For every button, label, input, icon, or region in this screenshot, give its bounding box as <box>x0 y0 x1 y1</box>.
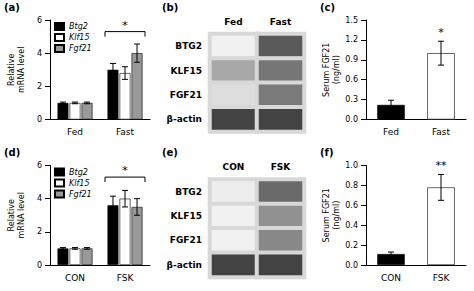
svg-text:KLF15: KLF15 <box>171 211 202 221</box>
svg-text:(b): (b) <box>162 2 178 13</box>
svg-text:BTG2: BTG2 <box>175 187 202 197</box>
svg-text:0: 0 <box>37 115 42 124</box>
svg-text:1.0: 1.0 <box>345 161 358 170</box>
svg-text:*: * <box>438 26 444 39</box>
svg-text:*: * <box>122 164 128 177</box>
svg-text:FGF21: FGF21 <box>170 235 202 245</box>
svg-text:4: 4 <box>37 49 42 58</box>
svg-text:Relative: Relative <box>7 54 16 86</box>
svg-text:Btg2: Btg2 <box>69 22 88 31</box>
svg-text:Fast: Fast <box>270 17 292 27</box>
svg-text:Btg2: Btg2 <box>69 168 88 177</box>
svg-text:2: 2 <box>37 227 42 236</box>
svg-text:(ng/ml): (ng/ml) <box>332 55 341 84</box>
svg-text:1.5: 1.5 <box>345 16 358 25</box>
svg-text:0.2: 0.2 <box>345 241 358 250</box>
svg-text:Serum FGF21: Serum FGF21 <box>322 43 331 97</box>
svg-text:mRNA level: mRNA level <box>17 47 26 93</box>
svg-text:mRNA level: mRNA level <box>17 192 26 238</box>
svg-text:(f): (f) <box>320 147 334 158</box>
svg-text:Fast: Fast <box>116 127 135 137</box>
svg-text:Fgf21: Fgf21 <box>69 190 92 199</box>
svg-text:CON: CON <box>65 273 85 283</box>
svg-text:(e): (e) <box>162 147 178 158</box>
svg-text:(a): (a) <box>4 2 20 13</box>
svg-text:BTG2: BTG2 <box>175 41 202 51</box>
svg-text:6: 6 <box>37 161 42 170</box>
svg-text:0.9: 0.9 <box>345 55 358 64</box>
svg-text:0.3: 0.3 <box>345 95 358 104</box>
svg-text:CON: CON <box>223 162 245 172</box>
svg-text:Fed: Fed <box>224 17 242 27</box>
svg-text:0.6: 0.6 <box>345 201 358 210</box>
svg-text:0.6: 0.6 <box>345 75 358 84</box>
svg-text:0.0: 0.0 <box>345 115 358 124</box>
svg-text:CON: CON <box>381 273 401 283</box>
svg-text:FSK: FSK <box>271 162 292 172</box>
svg-text:6: 6 <box>37 16 42 25</box>
svg-text:KLF15: KLF15 <box>171 66 202 76</box>
svg-text:0.8: 0.8 <box>345 181 358 190</box>
svg-text:(c): (c) <box>320 2 335 13</box>
svg-text:4: 4 <box>37 194 42 203</box>
svg-text:*: * <box>122 19 128 32</box>
svg-text:Serum FGF21: Serum FGF21 <box>322 188 331 242</box>
svg-text:0.0: 0.0 <box>345 261 358 270</box>
svg-text:1.2: 1.2 <box>345 35 358 44</box>
svg-text:0.4: 0.4 <box>345 221 358 230</box>
svg-text:Relative: Relative <box>7 199 16 231</box>
svg-text:β-actin: β-actin <box>167 260 202 270</box>
svg-text:2: 2 <box>37 82 42 91</box>
svg-text:FGF21: FGF21 <box>170 90 202 100</box>
svg-text:β-actin: β-actin <box>167 114 202 124</box>
svg-text:Fgf21: Fgf21 <box>69 44 92 53</box>
svg-text:Klf15: Klf15 <box>69 33 89 42</box>
svg-text:Fast: Fast <box>432 127 451 137</box>
svg-text:FSK: FSK <box>117 273 135 283</box>
svg-text:FSK: FSK <box>433 273 451 283</box>
svg-text:Fed: Fed <box>383 127 399 137</box>
svg-text:Fed: Fed <box>67 127 83 137</box>
svg-text:(d): (d) <box>4 147 20 158</box>
svg-text:Klf15: Klf15 <box>69 179 89 188</box>
svg-text:**: ** <box>436 159 448 172</box>
svg-text:(ng/ml): (ng/ml) <box>332 201 341 230</box>
svg-text:0: 0 <box>37 261 42 270</box>
